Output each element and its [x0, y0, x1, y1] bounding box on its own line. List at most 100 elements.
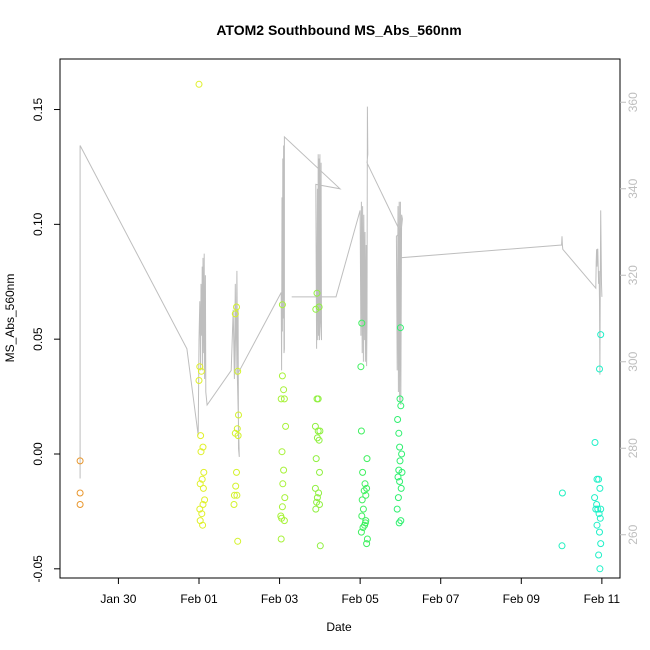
data-point — [363, 540, 371, 548]
data-point — [280, 517, 288, 525]
y-axis-right: 260 280 300 320 340 360 — [620, 92, 640, 545]
data-point — [282, 422, 290, 430]
data-point — [230, 491, 238, 499]
data-point — [395, 429, 403, 437]
data-point — [200, 468, 208, 476]
data-point — [197, 448, 205, 456]
data-point — [397, 484, 405, 492]
data-point — [357, 528, 365, 536]
data-point — [558, 542, 566, 550]
data-point — [278, 301, 286, 309]
data-point — [196, 363, 204, 371]
data-point — [398, 450, 406, 458]
data-point — [198, 510, 206, 518]
y2-tick-label: 320 — [626, 265, 640, 285]
y-tick-label: 0.15 — [31, 98, 45, 122]
data-point — [314, 395, 322, 403]
data-point — [396, 395, 404, 403]
data-point — [362, 491, 370, 499]
data-point — [593, 521, 601, 529]
data-point — [363, 455, 371, 463]
data-point — [201, 496, 209, 504]
plot-frame — [59, 58, 621, 579]
data-point — [316, 501, 323, 508]
line-series-layer — [79, 106, 603, 479]
data-point — [280, 466, 288, 474]
y2-tick-label: 360 — [626, 92, 640, 112]
data-point — [195, 80, 203, 88]
data-point — [312, 505, 320, 513]
data-point — [597, 505, 605, 513]
x-tick-label: Feb 09 — [503, 592, 541, 606]
y-tick-label: 0.10 — [31, 212, 45, 236]
data-point — [596, 365, 603, 373]
data-point — [281, 494, 289, 502]
y-axis-label: MS_Abs_560nm — [3, 274, 17, 363]
data-point — [231, 310, 239, 318]
x-tick-label: Jan 30 — [100, 592, 136, 606]
data-point — [397, 402, 405, 410]
data-point — [197, 367, 205, 375]
y2-tick-label: 300 — [626, 351, 640, 371]
data-point — [360, 487, 368, 495]
data-point — [594, 505, 602, 513]
data-point — [233, 425, 241, 433]
data-point — [591, 494, 599, 502]
data-point — [313, 289, 321, 297]
y2-tick-label: 340 — [626, 178, 640, 198]
data-point — [195, 377, 203, 384]
data-point — [363, 484, 371, 492]
data-point — [277, 535, 285, 543]
data-point — [558, 489, 566, 497]
series-line — [79, 106, 603, 479]
data-point — [596, 528, 603, 536]
data-point — [312, 455, 320, 463]
data-point — [396, 443, 404, 451]
x-tick-label: Feb 01 — [180, 592, 218, 606]
data-point — [277, 395, 285, 403]
data-point — [596, 514, 604, 522]
data-point — [396, 457, 404, 465]
data-point — [233, 303, 240, 311]
data-point — [358, 512, 366, 520]
data-point — [315, 489, 323, 497]
data-point — [199, 501, 207, 508]
data-point — [312, 305, 320, 313]
data-point — [591, 439, 599, 446]
data-point — [393, 505, 401, 513]
data-point — [595, 510, 603, 518]
data-point — [278, 448, 286, 456]
x-tick-label: Feb 05 — [341, 592, 379, 606]
data-point — [199, 443, 207, 451]
data-point — [198, 475, 206, 483]
data-point — [593, 501, 601, 508]
data-point — [313, 494, 321, 502]
data-point — [316, 542, 324, 550]
data-point — [278, 372, 286, 380]
data-point — [196, 480, 204, 488]
data-point — [394, 494, 402, 502]
y-tick-label: 0.05 — [31, 327, 45, 351]
x-tick-label: Feb 07 — [422, 592, 460, 606]
x-tick-label: Feb 03 — [261, 592, 299, 606]
data-point — [358, 319, 366, 327]
data-point — [76, 489, 84, 497]
data-point — [357, 363, 365, 371]
data-point — [280, 395, 288, 403]
data-point — [199, 521, 207, 529]
y2-tick-label: 260 — [626, 524, 640, 544]
data-point — [361, 519, 369, 527]
data-point — [234, 367, 242, 375]
data-point — [199, 484, 207, 492]
data-point — [363, 535, 371, 543]
data-point — [280, 386, 288, 394]
data-point — [235, 411, 242, 419]
data-point — [316, 427, 324, 435]
data-point — [311, 484, 319, 492]
x-axis-label: Date — [326, 620, 352, 634]
data-point — [357, 427, 365, 435]
x-axis: Jan 30 Feb 01 Feb 03 Feb 05 Feb 07 Feb 09 Feb … — [100, 578, 620, 606]
y-axis-left: -0.05 0.00 0.05 0.10 0.15 — [31, 98, 60, 582]
data-point — [233, 468, 240, 476]
